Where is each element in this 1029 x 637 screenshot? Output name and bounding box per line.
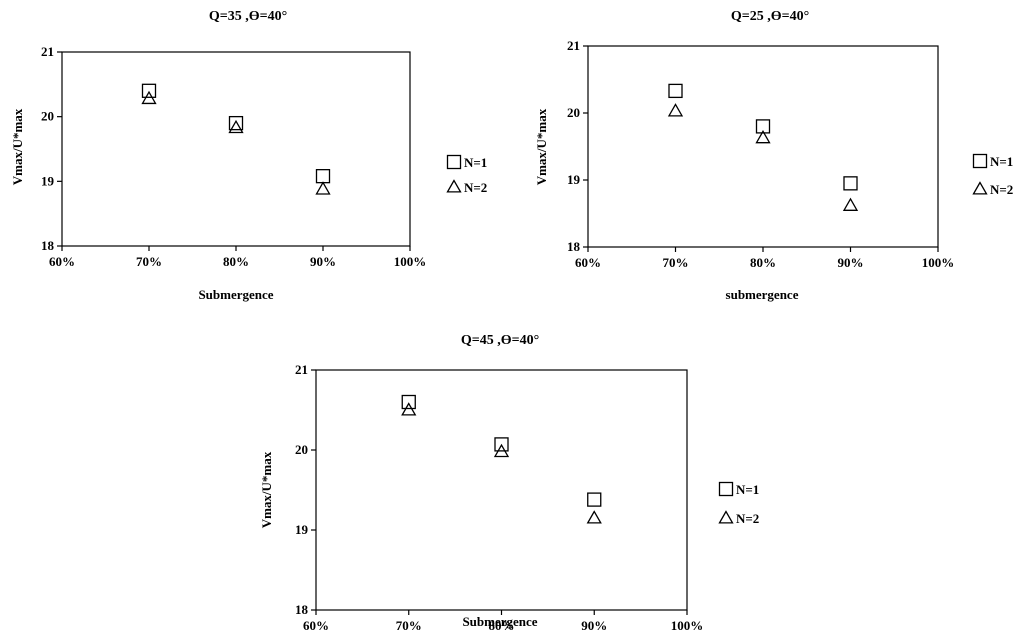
chart-title: Q=45 ,Ө=40° bbox=[461, 333, 539, 348]
x-tick-label: 90% bbox=[581, 618, 607, 632]
x-tick-label: 70% bbox=[396, 618, 422, 632]
x-tick-label: 90% bbox=[838, 255, 864, 270]
y-tick-label: 19 bbox=[295, 522, 309, 537]
data-point-triangle bbox=[315, 181, 331, 195]
y-tick-label: 19 bbox=[41, 173, 55, 188]
plot-area bbox=[61, 51, 411, 247]
data-point-square bbox=[843, 176, 858, 191]
data-point-triangle bbox=[401, 402, 417, 416]
legend-label: N=1 bbox=[736, 482, 759, 497]
y-tick-label: 18 bbox=[41, 238, 55, 253]
chart-2: Q=25 ,Ө=40° 18 19 20 21 60% 70% 80% 90% 100% subme… bbox=[534, 9, 1013, 302]
data-point-triangle bbox=[228, 119, 244, 134]
data-point-triangle bbox=[586, 510, 602, 524]
y-tick-label: 21 bbox=[41, 44, 54, 59]
y-tick-label: 18 bbox=[295, 602, 309, 617]
data-point-square bbox=[668, 83, 683, 99]
chart-1: Q=35 ,Ө=40° 18 19 20 21 60% 70% 80% 90% 100% Subme… bbox=[10, 9, 487, 302]
data-point-square bbox=[755, 119, 771, 134]
y-tick-label: 18 bbox=[567, 239, 581, 254]
chart-title: Q=25 ,Ө=40° bbox=[731, 9, 809, 24]
y-axis-label: Vmax/U*max bbox=[259, 451, 274, 528]
chart-3: Q=45 ,Ө=40° 18 19 20 21 60% 70% 80% 90% 100% Subme… bbox=[259, 333, 759, 633]
x-tick-label: 80% bbox=[489, 618, 515, 632]
legend-label: N=2 bbox=[464, 180, 487, 195]
y-axis-label: Vmax/U*max bbox=[10, 108, 25, 185]
x-tick-label: 90% bbox=[310, 254, 336, 269]
chart-title: Q=35 ,Ө=40° bbox=[209, 9, 287, 24]
data-point-triangle bbox=[842, 197, 859, 211]
x-tick-label: 100% bbox=[922, 255, 955, 270]
legend-marker-triangle bbox=[718, 510, 734, 524]
x-tick-label: 60% bbox=[303, 618, 329, 632]
legend-label: N=1 bbox=[464, 155, 487, 170]
x-axis-label: Submergence bbox=[462, 614, 537, 629]
x-tick-label: 100% bbox=[671, 618, 704, 632]
x-tick-label: 60% bbox=[49, 254, 75, 269]
data-point-triangle bbox=[755, 129, 771, 144]
legend-label: N=1 bbox=[990, 154, 1013, 169]
plot-area bbox=[587, 45, 939, 248]
legend-label: N=2 bbox=[736, 511, 759, 526]
x-tick-label: 70% bbox=[663, 255, 689, 270]
data-point-square bbox=[401, 394, 416, 410]
data-point-square bbox=[228, 115, 244, 131]
data-point-square bbox=[587, 492, 602, 507]
x-tick-label: 80% bbox=[223, 254, 249, 269]
y-tick-label: 20 bbox=[567, 105, 580, 120]
data-point-square bbox=[315, 169, 331, 184]
y-tick-label: 21 bbox=[295, 362, 308, 377]
x-tick-label: 60% bbox=[575, 255, 601, 270]
x-tick-label: 70% bbox=[136, 254, 162, 269]
x-tick-label: 80% bbox=[750, 255, 776, 270]
y-tick-label: 20 bbox=[41, 109, 54, 124]
data-point-square bbox=[141, 83, 157, 98]
data-point-triangle bbox=[493, 443, 510, 458]
legend-marker-square bbox=[972, 153, 988, 169]
data-point-triangle bbox=[667, 103, 684, 117]
y-axis-label: Vmax/U*max bbox=[534, 108, 549, 185]
legend-marker-square bbox=[446, 154, 462, 170]
y-tick-label: 19 bbox=[567, 172, 581, 187]
plot-area bbox=[315, 369, 688, 611]
y-tick-label: 20 bbox=[295, 442, 308, 457]
x-tick-label: 100% bbox=[394, 254, 427, 269]
legend-label: N=2 bbox=[990, 182, 1013, 197]
data-point-triangle bbox=[141, 90, 157, 105]
data-point-square bbox=[494, 437, 509, 452]
y-tick-label: 21 bbox=[567, 38, 580, 53]
x-axis-label: submergence bbox=[726, 287, 799, 302]
legend-marker-triangle bbox=[972, 181, 988, 195]
legend-marker-triangle bbox=[446, 179, 462, 193]
x-axis-label: Submergence bbox=[198, 287, 273, 302]
legend-marker-square bbox=[718, 481, 734, 497]
